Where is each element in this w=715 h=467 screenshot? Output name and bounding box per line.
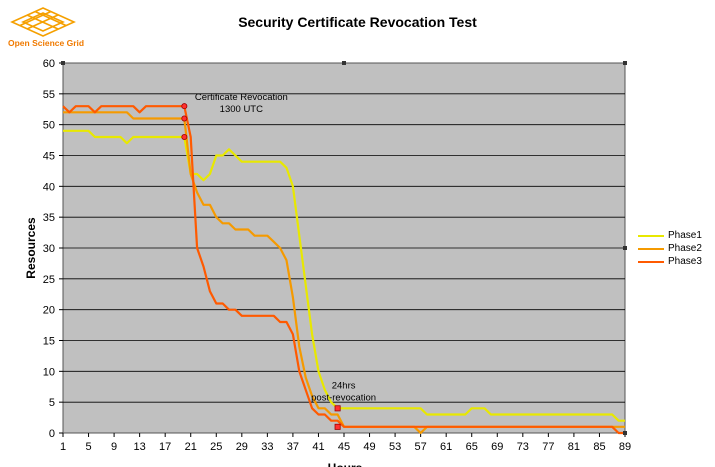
x-axis-label: Hours <box>328 461 363 467</box>
legend-label: Phase3 <box>668 256 702 267</box>
x-tick-label: 85 <box>593 441 605 453</box>
x-tick-label: 5 <box>85 441 91 453</box>
x-tick-label: 1 <box>60 441 66 453</box>
annotation-24hrs: 24hrs <box>332 380 356 391</box>
selection-handle <box>623 246 627 250</box>
x-tick-label: 17 <box>159 441 171 453</box>
x-tick-label: 81 <box>568 441 580 453</box>
x-tick-label: 49 <box>363 441 375 453</box>
legend-item-phase3: Phase3 <box>638 255 702 268</box>
selection-handle <box>342 61 346 65</box>
chart-title: Security Certificate Revocation Test <box>238 14 477 30</box>
y-tick-label: 35 <box>43 212 55 224</box>
x-tick-label: 45 <box>338 441 350 453</box>
x-tick-label: 9 <box>111 441 117 453</box>
x-tick-label: 21 <box>185 441 197 453</box>
annotation-revocation-time: 1300 UTC <box>220 104 263 115</box>
y-tick-label: 15 <box>43 336 55 348</box>
series-line-phase1 <box>63 129 625 422</box>
x-tick-label: 89 <box>619 441 631 453</box>
legend: Phase1 Phase2 Phase3 <box>638 229 702 268</box>
event-marker <box>334 423 341 430</box>
y-tick-label: 0 <box>49 428 55 440</box>
y-tick-label: 45 <box>43 151 55 163</box>
event-marker <box>181 133 188 140</box>
selection-handle <box>623 61 627 65</box>
y-tick-label: 60 <box>43 58 55 70</box>
y-tick-label: 25 <box>43 274 55 286</box>
legend-swatch <box>638 234 664 237</box>
osg-grid-logo-icon <box>10 7 76 37</box>
y-tick-label: 5 <box>49 397 55 409</box>
annotation-revocation: Certificate Revocation <box>195 92 288 103</box>
x-tick-label: 33 <box>261 441 273 453</box>
event-marker <box>181 103 188 110</box>
selection-handle <box>61 61 65 65</box>
y-tick-label: 20 <box>43 305 55 317</box>
x-tick-label: 13 <box>134 441 146 453</box>
y-tick-label: 30 <box>43 243 55 255</box>
x-tick-label: 53 <box>389 441 401 453</box>
y-tick-label: 55 <box>43 89 55 101</box>
legend-item-phase2: Phase2 <box>638 242 702 255</box>
event-marker <box>334 405 341 412</box>
osg-logo <box>8 6 98 50</box>
series-line-phase3 <box>62 105 625 435</box>
x-tick-label: 25 <box>210 441 222 453</box>
y-tick-label: 50 <box>43 120 55 132</box>
selection-handle <box>623 431 627 435</box>
legend-swatch <box>638 247 664 250</box>
x-tick-label: 69 <box>491 441 503 453</box>
legend-item-phase1: Phase1 <box>638 229 702 242</box>
event-marker <box>181 115 188 122</box>
legend-label: Phase1 <box>668 230 702 241</box>
x-tick-label: 61 <box>440 441 452 453</box>
y-tick-label: 40 <box>43 181 55 193</box>
legend-label: Phase2 <box>668 243 702 254</box>
x-tick-label: 37 <box>287 441 299 453</box>
y-tick-label: 10 <box>43 366 55 378</box>
annotation-post-revocation: post-revocation <box>311 392 376 403</box>
x-tick-label: 57 <box>415 441 427 453</box>
legend-swatch <box>638 260 664 263</box>
x-tick-label: 65 <box>466 441 478 453</box>
x-tick-label: 73 <box>517 441 529 453</box>
y-axis-label: Resources <box>24 217 38 279</box>
logo-text: Open Science Grid <box>8 38 85 48</box>
x-tick-label: 29 <box>236 441 248 453</box>
x-tick-label: 77 <box>542 441 554 453</box>
x-tick-label: 41 <box>312 441 324 453</box>
